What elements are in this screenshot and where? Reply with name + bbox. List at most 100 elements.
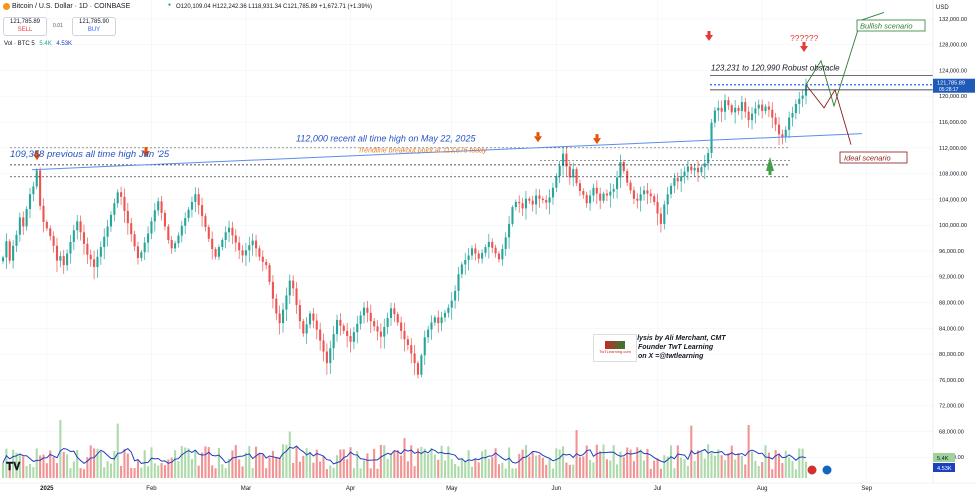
buy-button[interactable]: 121,785.90 BUY	[72, 17, 116, 36]
candle-body	[319, 329, 322, 341]
candle-body	[410, 345, 413, 354]
ideal-scenario-path	[805, 84, 852, 145]
volume-bar	[352, 468, 355, 478]
volume-bar	[693, 460, 696, 478]
bullish-label: Bullish scenario	[860, 22, 913, 31]
volume-bar	[450, 459, 453, 478]
candle-body	[339, 319, 342, 326]
volume-bar	[62, 451, 65, 478]
x-tick-label: 2025	[40, 486, 54, 492]
candle-body	[686, 166, 689, 172]
volume-bar	[174, 450, 177, 478]
volume-bar	[288, 431, 291, 478]
volume-bar	[153, 463, 156, 478]
volume-bar	[393, 450, 396, 478]
volume-bar	[605, 459, 608, 478]
volume-bar	[794, 469, 797, 478]
volume-bar	[66, 454, 69, 478]
volume-bar	[501, 462, 504, 478]
volume-bar	[403, 438, 406, 478]
volume-bar	[757, 465, 760, 478]
volume-bar	[248, 446, 251, 478]
candle-body	[143, 242, 146, 253]
us-flag-icon[interactable]	[806, 464, 818, 476]
volume-bar	[298, 461, 301, 478]
candle-body	[255, 240, 258, 249]
candle-body	[723, 100, 727, 112]
currency-label[interactable]: USD	[936, 5, 949, 11]
volume-bar	[646, 448, 649, 478]
candle-body	[288, 280, 291, 296]
volume-bar	[123, 448, 126, 478]
volume-bar	[734, 459, 737, 478]
red-arrow-jul	[705, 35, 713, 42]
candle-body	[72, 230, 75, 242]
candle-body	[25, 209, 28, 227]
volume-bar	[278, 458, 281, 478]
candle-body	[632, 190, 635, 199]
candle-body	[400, 322, 403, 331]
volume-bar	[744, 464, 747, 478]
candle-body	[680, 176, 683, 182]
volume-bar	[55, 463, 59, 478]
candle-body	[322, 340, 325, 352]
sell-button[interactable]: 121,785.89 SELL	[3, 17, 47, 36]
candle-body	[744, 102, 747, 112]
candle-body	[238, 242, 241, 251]
candle-body	[5, 241, 8, 258]
volume-bar	[285, 444, 288, 478]
sell-price: 121,785.89	[9, 19, 41, 25]
candle-body	[187, 209, 190, 219]
candle-body	[771, 109, 774, 118]
candle-body	[214, 249, 217, 257]
symbol-title[interactable]: Bitcoin / U.S. Dollar · 1D · COINBASE	[12, 3, 131, 10]
candle-body	[393, 308, 396, 315]
volume-bar	[133, 468, 136, 478]
orange-arrow-may-stem	[536, 132, 540, 137]
volume-bar	[437, 459, 440, 478]
candle-body	[356, 323, 359, 333]
candle-body	[170, 239, 173, 249]
candle-body	[788, 117, 791, 130]
event-flag-icon[interactable]	[821, 464, 833, 476]
volume-bar	[356, 451, 359, 478]
candle-body	[605, 193, 608, 196]
x-tick-label: Feb	[146, 486, 157, 492]
volume-bar	[433, 454, 436, 478]
volume-tag-b-value: 4.53K	[937, 466, 952, 472]
candle-body	[231, 227, 234, 236]
candle-body	[18, 217, 21, 235]
candle-body	[538, 195, 541, 199]
label-trendline: Trendline breakout point at 113,675 toda…	[358, 147, 487, 154]
candle-body	[116, 192, 119, 204]
volume-bar	[568, 464, 571, 478]
candle-body	[437, 317, 440, 324]
volume-bar	[673, 468, 676, 478]
volume-bar	[686, 465, 689, 478]
tradingview-logo[interactable]: 𝐓𝐕	[6, 461, 21, 473]
volume-ma-line	[2, 445, 807, 465]
red-arrow-aug-stem	[802, 41, 806, 46]
volume-bar	[740, 456, 743, 478]
bullish-box[interactable]	[856, 19, 926, 32]
volume-bar	[497, 464, 501, 478]
candle-body	[440, 317, 443, 324]
candle-body	[548, 197, 551, 203]
candle-body	[298, 305, 301, 322]
candle-body	[86, 243, 89, 255]
volume-bar	[427, 454, 430, 478]
candle-body	[720, 107, 723, 112]
candle-body	[734, 107, 737, 113]
volume-bar	[197, 465, 200, 478]
volume-bar	[585, 445, 588, 478]
ideal-box[interactable]	[839, 151, 908, 164]
candle-body	[467, 255, 470, 260]
red-arrow-jul-stem	[707, 31, 711, 36]
candle-body	[673, 178, 676, 186]
volume-bar	[460, 458, 463, 478]
volume-bar	[177, 461, 180, 478]
volume-bar	[572, 464, 575, 478]
volume-bar	[700, 451, 703, 478]
